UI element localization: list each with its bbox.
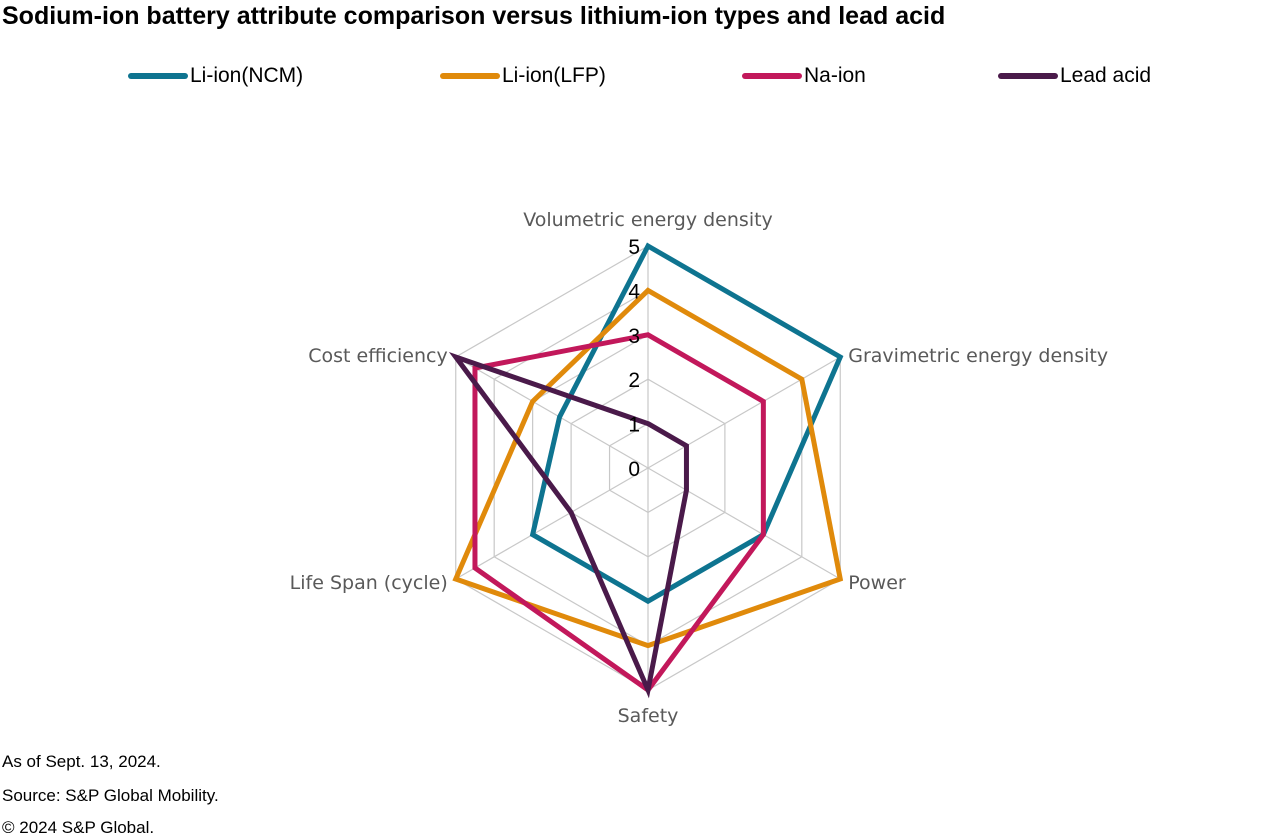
legend-label-li-ion-ncm: Li-ion(NCM) (190, 64, 304, 87)
axis-label-gravimetric-energy-density: Gravimetric energy density (848, 345, 1108, 367)
series-line-li-ion-lfp (452, 287, 844, 649)
legend-swatch-na-ion (742, 73, 802, 79)
axis-label-life-span-cycle: Life Span (cycle) (290, 572, 448, 594)
legend-label-li-ion-lfp: Li-ion(LFP) (502, 64, 606, 87)
radar-grid (455, 245, 841, 691)
legend-swatch-li-ion-lfp (440, 73, 500, 79)
legend-swatch-li-ion-ncm (128, 73, 188, 79)
grid-spoke-4 (455, 467, 649, 580)
tick-label-1: 1 (628, 414, 640, 437)
radar-series (448, 242, 844, 699)
axis-label-cost-efficiency: Cost efficiency (308, 345, 448, 367)
footnote-source: Source: S&P Global Mobility. (2, 786, 219, 805)
footnote-as-of: As of Sept. 13, 2024. (2, 752, 161, 771)
tick-label-2: 2 (628, 369, 640, 392)
legend-label-lead-acid: Lead acid (1060, 64, 1152, 87)
legend-item-li-ion-lfp[interactable]: Li-ion(LFP) (440, 64, 606, 88)
grid-spoke-2 (647, 467, 841, 580)
tick-label-0: 0 (628, 458, 640, 481)
tick-label-3: 3 (628, 325, 640, 348)
legend-swatch-lead-acid (998, 73, 1058, 79)
legend-item-na-ion[interactable]: Na-ion (742, 64, 866, 88)
series-line-li-ion-ncm (529, 242, 844, 605)
radar-axis-labels: Volumetric energy density Gravimetric ene… (290, 209, 1108, 727)
axis-label-safety: Safety (618, 705, 679, 727)
grid-spoke-5 (455, 356, 649, 469)
legend-item-li-ion-ncm[interactable]: Li-ion(NCM) (128, 64, 303, 88)
legend-item-lead-acid[interactable]: Lead acid (998, 64, 1151, 88)
series-line-lead-acid (448, 351, 689, 699)
tick-label-5: 5 (628, 236, 640, 259)
legend-label-na-ion: Na-ion (804, 64, 866, 87)
chart-title: Sodium-ion battery attribute comparison … (2, 2, 946, 30)
grid-spoke-1 (647, 356, 841, 469)
tick-label-4: 4 (628, 280, 640, 303)
axis-label-volumetric-energy-density: Volumetric energy density (523, 209, 773, 231)
axis-label-power: Power (848, 572, 906, 594)
radar-ticks: 0 1 2 3 4 5 (628, 236, 640, 481)
footnote-copyright: © 2024 S&P Global. (2, 818, 155, 837)
legend: Li-ion(NCM) Li-ion(LFP) Na-ion Lead acid (0, 64, 1280, 94)
